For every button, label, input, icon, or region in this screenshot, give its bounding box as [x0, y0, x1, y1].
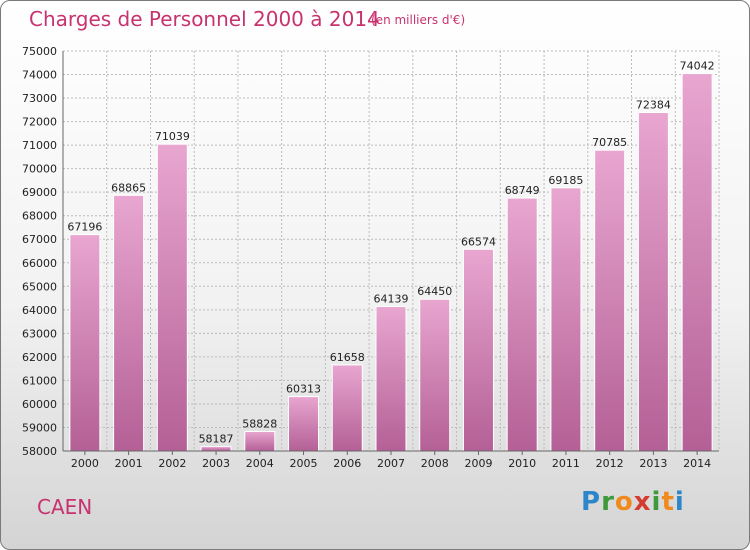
y-tick-label: 67000: [22, 233, 57, 246]
bar-2000: [69, 234, 101, 452]
bar-2012: [594, 149, 626, 452]
y-tick-label: 60000: [22, 398, 57, 411]
y-tick-label: 58000: [22, 445, 57, 458]
y-tick-label: 69000: [22, 186, 57, 199]
x-tick-label: 2006: [333, 457, 361, 470]
chart-subtitle: (en milliers d'€): [371, 13, 466, 27]
value-label: 67196: [67, 221, 102, 234]
x-tick-label: 2013: [639, 457, 667, 470]
bar-2005: [288, 396, 320, 452]
bar-2001: [113, 194, 145, 452]
bar-2010: [506, 197, 538, 452]
x-tick-label: 2003: [202, 457, 230, 470]
y-tick-label: 61000: [22, 374, 57, 387]
y-tick-label: 71000: [22, 139, 57, 152]
bar-2002: [156, 143, 188, 452]
y-tick-label: 73000: [22, 92, 57, 105]
x-tick-label: 2012: [596, 457, 624, 470]
value-label: 68749: [505, 184, 540, 197]
city-label: CAEN: [37, 495, 93, 519]
x-tick-label: 2002: [158, 457, 186, 470]
x-tick-label: 2005: [290, 457, 318, 470]
y-tick-label: 72000: [22, 116, 57, 129]
bar-2011: [550, 187, 582, 452]
value-label: 58828: [242, 418, 277, 431]
value-label: 66574: [461, 235, 496, 248]
x-tick-label: 2004: [246, 457, 274, 470]
bar-2006: [331, 364, 363, 452]
bar-2004: [244, 431, 276, 452]
y-tick-label: 59000: [22, 421, 57, 434]
value-label: 72384: [636, 99, 671, 112]
bar-2014: [681, 73, 713, 452]
value-label: 71039: [155, 130, 190, 143]
bar-2008: [419, 298, 451, 452]
y-tick-label: 70000: [22, 163, 57, 176]
y-tick-label: 66000: [22, 257, 57, 270]
value-label: 61658: [330, 351, 365, 364]
y-tick-label: 68000: [22, 210, 57, 223]
x-tick-label: 2014: [683, 457, 711, 470]
x-tick-label: 2009: [464, 457, 492, 470]
y-tick-label: 64000: [22, 304, 57, 317]
x-tick-label: 2008: [421, 457, 449, 470]
bar-2003: [200, 446, 232, 452]
bar-2013: [637, 112, 669, 452]
value-label: 68865: [111, 181, 146, 194]
value-label: 70785: [592, 136, 627, 149]
y-tick-label: 75000: [22, 45, 57, 58]
x-tick-label: 2011: [552, 457, 580, 470]
x-tick-label: 2010: [508, 457, 536, 470]
bar-2009: [462, 248, 494, 452]
value-label: 64450: [417, 285, 452, 298]
value-label: 64139: [374, 293, 409, 306]
value-label: 74042: [680, 60, 715, 73]
x-tick-label: 2001: [115, 457, 143, 470]
axes: 58000 59000 60000 61000 62000 63000 64000 65000…: [22, 45, 719, 470]
value-label: 69185: [548, 174, 583, 187]
bars: 67196 68865 71039 58187 58828 60313 61658 64139…: [67, 60, 715, 452]
y-tick-label: 65000: [22, 280, 57, 293]
value-label: 60313: [286, 383, 321, 396]
y-tick-label: 74000: [22, 69, 57, 82]
y-tick-label: 62000: [22, 351, 57, 364]
value-label: 58187: [199, 433, 234, 446]
y-tick-label: 63000: [22, 327, 57, 340]
chart-title: Charges de Personnel 2000 à 2014: [29, 7, 380, 31]
x-tick-label: 2007: [377, 457, 405, 470]
proxiti-logo[interactable]: Proxiti: [581, 487, 685, 517]
x-tick-label: 2000: [71, 457, 99, 470]
bar-2007: [375, 306, 407, 452]
